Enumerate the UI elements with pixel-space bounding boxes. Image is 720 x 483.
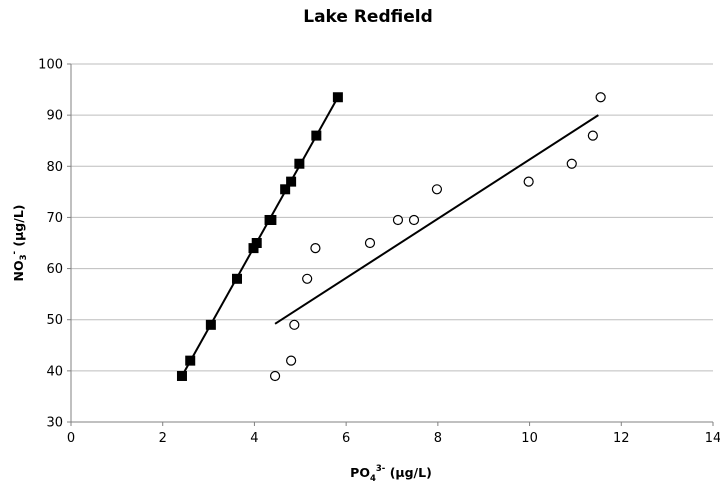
point-series-1-1 [176,370,187,381]
x-tick-14: 14 [705,431,720,446]
y-tick-80: 80 [46,160,63,175]
y-tick-30: 30 [46,416,63,431]
point-series-2-10 [523,176,534,187]
gridlines [71,63,713,372]
x-tick-10: 10 [521,431,538,446]
x-axis-label-rest: (µg/L) [385,465,431,480]
y-axis-label-rest: (µg/L) [11,204,26,250]
x-tick-8: 8 [434,431,442,446]
trendline-series-2 [274,114,599,325]
point-series-1-11 [294,158,305,169]
point-series-1-12 [311,130,322,141]
point-series-1-2 [185,355,196,366]
y-axis-label: NO3- (µg/L) [10,204,29,281]
y-tick-90: 90 [46,109,63,124]
point-series-2-2 [286,355,297,366]
x-tick-4: 4 [250,431,258,446]
x-tick-12: 12 [613,431,630,446]
point-series-2-7 [392,214,404,226]
point-series-1-5 [248,243,259,254]
y-tick-100: 100 [38,58,63,73]
x-tick-0: 0 [67,431,75,446]
x-axis-label-sup: 3- [376,464,386,474]
data-points [176,92,606,382]
y-tick-40: 40 [46,364,63,379]
chart-title: Lake Redfield [303,7,433,27]
point-series-2-8 [408,214,420,226]
point-series-2-9 [431,184,443,195]
point-series-2-1 [269,370,281,382]
point-series-1-6 [251,238,262,248]
point-series-2-3 [289,319,300,330]
y-tick-60: 60 [46,262,63,277]
y-tick-labels: 30 40 50 60 70 80 90 100 [38,58,63,431]
point-series-1-4 [232,273,243,284]
point-series-2-6 [364,237,376,249]
x-tick-6: 6 [342,431,350,446]
y-axis-label-sup: - [10,250,20,254]
point-series-2-13 [595,92,606,103]
point-series-1-9 [280,184,291,195]
point-series-2-4 [302,273,313,284]
point-series-1-13 [332,92,343,103]
x-tick-labels: 0 2 4 6 8 10 12 14 [67,431,720,446]
point-series-1-3 [205,319,216,330]
point-series-1-8 [266,214,277,225]
y-tick-50: 50 [46,313,63,328]
y-tick-70: 70 [46,211,63,226]
y-axis-label-base: NO [11,260,26,281]
axes [67,63,714,426]
point-series-1-10 [286,176,297,187]
point-series-2-12 [587,130,598,141]
x-axis-label-sub: 4 [370,474,376,483]
x-axis-label-base: PO [350,465,370,480]
x-axis-label: PO43- (µg/L) [350,464,432,483]
y-axis-label-sub: 3 [19,254,29,260]
point-series-2-11 [566,158,577,169]
x-tick-2: 2 [159,431,167,446]
point-series-2-5 [310,243,321,254]
